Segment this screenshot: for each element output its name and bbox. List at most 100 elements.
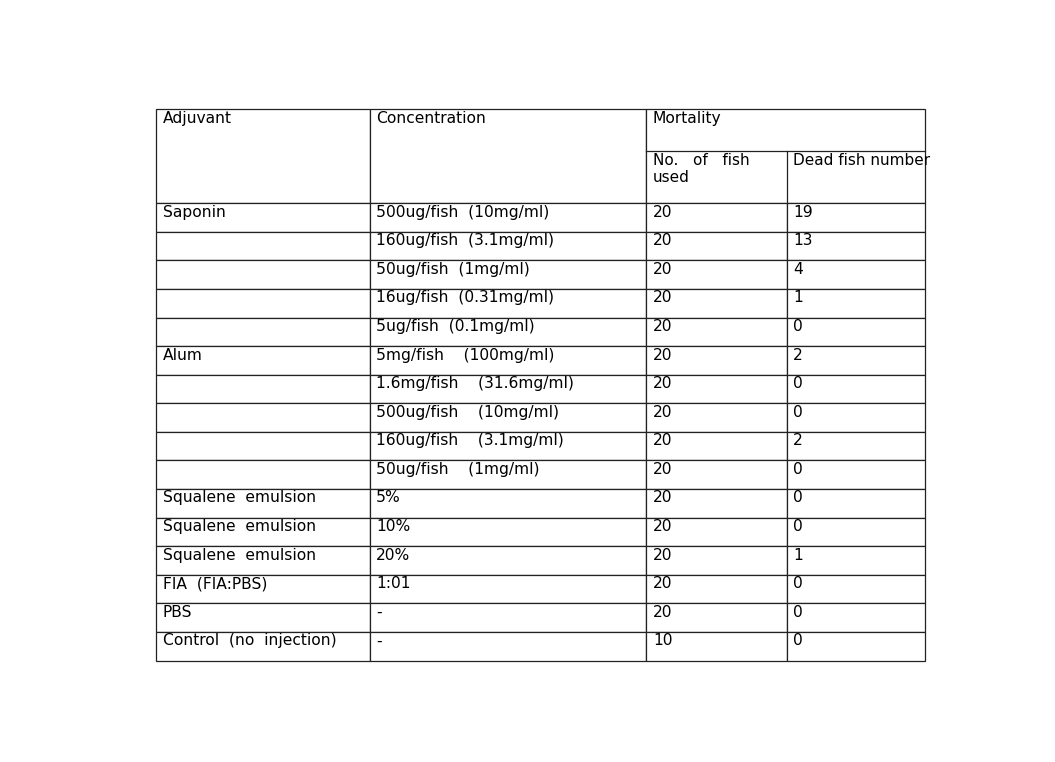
Text: 50ug/fish    (1mg/ml): 50ug/fish (1mg/ml) bbox=[377, 462, 540, 477]
Text: 19: 19 bbox=[793, 205, 813, 219]
Bar bbox=[787, 632, 925, 661]
Text: 0: 0 bbox=[793, 376, 803, 391]
Bar bbox=[787, 403, 925, 432]
Text: 1.6mg/fish    (31.6mg/ml): 1.6mg/fish (31.6mg/ml) bbox=[377, 376, 574, 391]
Bar bbox=[647, 318, 787, 346]
Text: 0: 0 bbox=[793, 576, 803, 591]
Text: 20%: 20% bbox=[377, 548, 410, 562]
Bar bbox=[647, 375, 787, 403]
Bar bbox=[156, 318, 369, 346]
Text: Saponin: Saponin bbox=[162, 205, 226, 219]
Bar bbox=[787, 604, 925, 632]
Bar bbox=[156, 460, 369, 489]
Text: Squalene  emulsion: Squalene emulsion bbox=[162, 491, 316, 505]
Bar bbox=[647, 632, 787, 661]
Bar bbox=[647, 232, 787, 261]
Text: Dead fish number: Dead fish number bbox=[793, 153, 931, 168]
Bar bbox=[647, 203, 787, 232]
Text: 20: 20 bbox=[653, 290, 672, 306]
Bar bbox=[156, 261, 369, 289]
Bar bbox=[156, 203, 369, 232]
Bar bbox=[369, 203, 647, 232]
Text: PBS: PBS bbox=[162, 605, 192, 620]
Bar bbox=[156, 575, 369, 604]
Bar bbox=[369, 575, 647, 604]
Bar bbox=[369, 346, 647, 375]
Bar bbox=[369, 432, 647, 460]
Bar bbox=[369, 403, 647, 432]
Text: 0: 0 bbox=[793, 633, 803, 648]
Bar bbox=[647, 460, 787, 489]
Bar bbox=[787, 460, 925, 489]
Bar bbox=[156, 346, 369, 375]
Text: 20: 20 bbox=[653, 519, 672, 534]
Text: Squalene  emulsion: Squalene emulsion bbox=[162, 548, 316, 562]
Text: 50ug/fish  (1mg/ml): 50ug/fish (1mg/ml) bbox=[377, 262, 530, 277]
Text: Concentration: Concentration bbox=[377, 111, 486, 126]
Text: 160ug/fish    (3.1mg/ml): 160ug/fish (3.1mg/ml) bbox=[377, 434, 564, 448]
Bar bbox=[369, 632, 647, 661]
Bar bbox=[647, 575, 787, 604]
Bar bbox=[787, 261, 925, 289]
Bar bbox=[647, 261, 787, 289]
Bar bbox=[369, 232, 647, 261]
Text: Squalene  emulsion: Squalene emulsion bbox=[162, 519, 316, 534]
Text: 10: 10 bbox=[653, 633, 672, 648]
Bar bbox=[369, 261, 647, 289]
Bar bbox=[369, 517, 647, 546]
Bar bbox=[787, 432, 925, 460]
Bar bbox=[369, 375, 647, 403]
Text: -: - bbox=[377, 633, 382, 648]
Text: 5ug/fish  (0.1mg/ml): 5ug/fish (0.1mg/ml) bbox=[377, 319, 535, 334]
Text: 4: 4 bbox=[793, 262, 803, 277]
Text: Adjuvant: Adjuvant bbox=[162, 111, 232, 126]
Text: 0: 0 bbox=[793, 491, 803, 505]
Bar bbox=[647, 432, 787, 460]
Text: 0: 0 bbox=[793, 519, 803, 534]
Text: 1:01: 1:01 bbox=[377, 576, 410, 591]
Bar bbox=[369, 109, 647, 203]
Text: 2: 2 bbox=[793, 434, 803, 448]
Bar bbox=[787, 289, 925, 318]
Bar bbox=[787, 575, 925, 604]
Bar bbox=[787, 546, 925, 575]
Bar bbox=[787, 203, 925, 232]
Bar bbox=[787, 232, 925, 261]
Bar bbox=[156, 632, 369, 661]
Bar bbox=[156, 489, 369, 517]
Text: 0: 0 bbox=[793, 605, 803, 620]
Bar bbox=[647, 604, 787, 632]
Text: 20: 20 bbox=[653, 405, 672, 420]
Text: 20: 20 bbox=[653, 462, 672, 477]
Text: 160ug/fish  (3.1mg/ml): 160ug/fish (3.1mg/ml) bbox=[377, 233, 554, 248]
Bar bbox=[156, 517, 369, 546]
Text: 20: 20 bbox=[653, 434, 672, 448]
Text: 5mg/fish    (100mg/ml): 5mg/fish (100mg/ml) bbox=[377, 347, 555, 363]
Text: 20: 20 bbox=[653, 347, 672, 363]
Text: 0: 0 bbox=[793, 405, 803, 420]
Text: 13: 13 bbox=[793, 233, 812, 248]
Text: 2: 2 bbox=[793, 347, 803, 363]
Text: 20: 20 bbox=[653, 491, 672, 505]
Bar bbox=[647, 289, 787, 318]
Text: 20: 20 bbox=[653, 605, 672, 620]
Bar bbox=[369, 604, 647, 632]
Text: 20: 20 bbox=[653, 576, 672, 591]
Bar bbox=[156, 403, 369, 432]
Text: Control  (no  injection): Control (no injection) bbox=[162, 633, 337, 648]
Bar bbox=[156, 109, 369, 203]
Text: 500ug/fish    (10mg/ml): 500ug/fish (10mg/ml) bbox=[377, 405, 559, 420]
Text: 16ug/fish  (0.31mg/ml): 16ug/fish (0.31mg/ml) bbox=[377, 290, 554, 306]
Text: 0: 0 bbox=[793, 319, 803, 334]
Bar bbox=[787, 489, 925, 517]
Bar bbox=[647, 403, 787, 432]
Bar bbox=[156, 375, 369, 403]
Bar bbox=[787, 346, 925, 375]
Bar bbox=[156, 546, 369, 575]
Bar bbox=[369, 318, 647, 346]
Bar bbox=[787, 517, 925, 546]
Bar bbox=[369, 489, 647, 517]
Bar bbox=[369, 546, 647, 575]
Bar bbox=[156, 432, 369, 460]
Bar bbox=[647, 109, 925, 203]
